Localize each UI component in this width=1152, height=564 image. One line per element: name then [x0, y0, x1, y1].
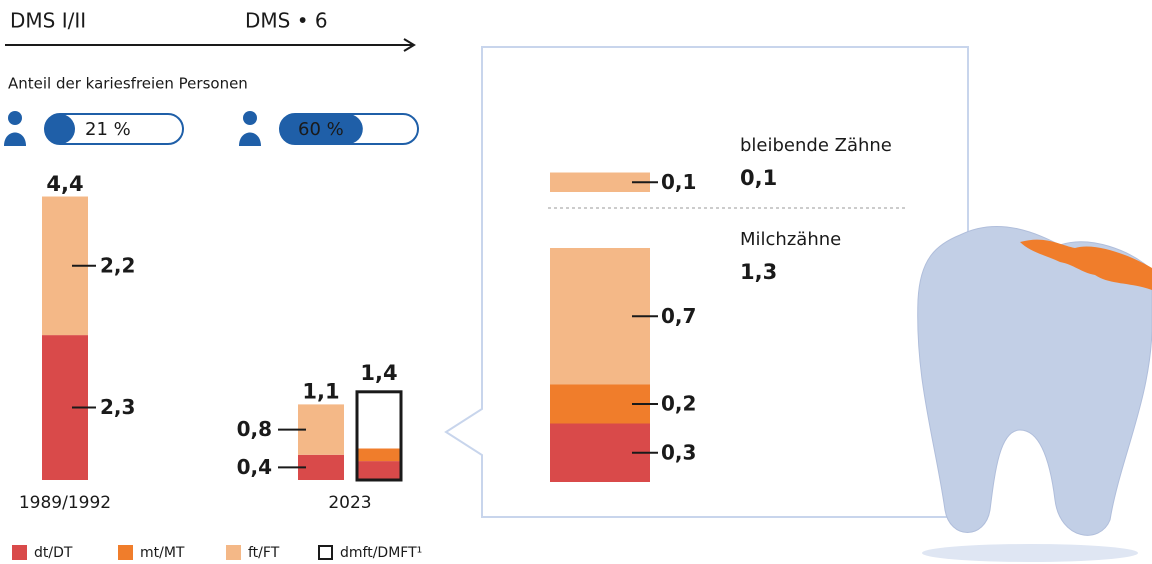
- detail-panel: [446, 47, 968, 517]
- tooth-shadow: [922, 544, 1138, 562]
- section-title: Milchzähne: [740, 229, 841, 250]
- person-icon-head: [243, 111, 257, 125]
- legend-swatch: [118, 545, 133, 560]
- group-label: 1989/1992: [19, 493, 111, 513]
- bar-segment: [358, 449, 400, 462]
- share-title: Anteil der kariesfreien Personen: [8, 75, 248, 93]
- share-label: 60 %: [298, 119, 344, 140]
- segment-label: 2,3: [100, 395, 135, 419]
- bar-segment: [358, 461, 400, 480]
- person-icon-body: [4, 133, 26, 147]
- segment-label: 0,4: [237, 455, 272, 479]
- legend-swatch: [12, 545, 27, 560]
- section-total: 0,1: [740, 166, 777, 190]
- segment-label: 2,2: [100, 253, 135, 277]
- legend-label: mt/MT: [140, 545, 185, 561]
- detail-segment-label: 0,1: [661, 170, 696, 194]
- section-title: bleibende Zähne: [740, 135, 892, 156]
- total-label: 4,4: [46, 172, 83, 196]
- tooth: [918, 226, 1152, 562]
- segment-label: 0,8: [237, 417, 272, 441]
- person-icon-head: [8, 111, 22, 125]
- detail-segment-label: 0,3: [661, 440, 696, 464]
- total-label: 1,4: [360, 361, 397, 385]
- detail-segment-label: 0,2: [661, 392, 696, 416]
- legend-label: dmft/DMFT¹: [340, 545, 422, 561]
- share-fill: [45, 114, 75, 144]
- legend-label: dt/DT: [34, 545, 73, 561]
- total-label: 1,1: [302, 380, 339, 404]
- legend-label: ft/FT: [248, 545, 280, 561]
- timeline-end: DMS • 6: [245, 9, 328, 33]
- page: DMS I/II DMS • 6 Anteil der kariesfreien…: [0, 0, 1152, 564]
- share-label: 21 %: [85, 119, 131, 140]
- timeline-start: DMS I/II: [10, 9, 86, 33]
- infographic: DMS I/II DMS • 6 Anteil der kariesfreien…: [0, 0, 1152, 564]
- legend-swatch: [226, 545, 241, 560]
- detail-segment-label: 0,7: [661, 304, 696, 328]
- group-label: 2023: [328, 493, 371, 513]
- legend-swatch: [319, 546, 332, 559]
- person-icon-body: [239, 133, 261, 147]
- section-total: 1,3: [740, 260, 777, 284]
